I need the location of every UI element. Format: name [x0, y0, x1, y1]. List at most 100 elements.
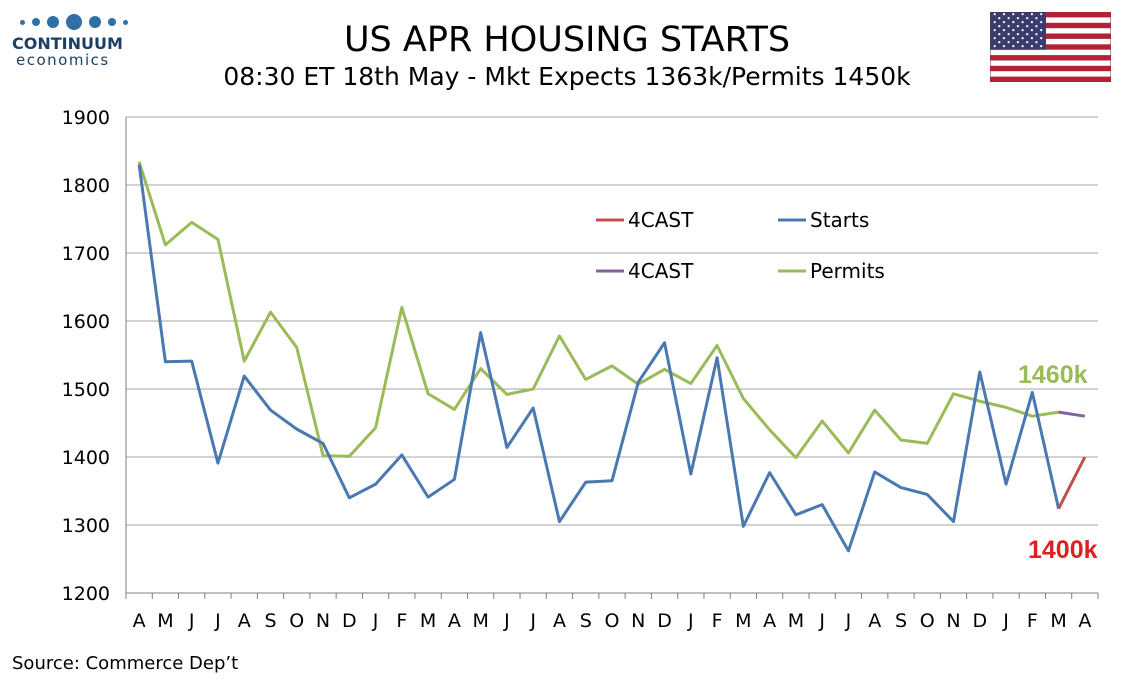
flag-star — [1007, 17, 1010, 20]
legend-label: Starts — [810, 208, 869, 232]
flag-star — [1035, 25, 1038, 28]
x-tick-label: J — [188, 610, 195, 632]
callout-label: 1400k — [1028, 536, 1098, 564]
flag-star — [1040, 21, 1043, 24]
x-tick-label: O — [289, 610, 304, 632]
flag-star — [1030, 45, 1033, 48]
x-tick-label: F — [712, 610, 723, 632]
x-tick-label: J — [214, 610, 221, 632]
flag-star — [1002, 13, 1006, 16]
y-tick-label: 1200 — [62, 583, 110, 605]
flag-star — [1021, 45, 1024, 48]
legend-label: Permits — [810, 259, 885, 283]
x-tick-label: S — [895, 610, 907, 632]
flag-star — [1035, 17, 1038, 20]
x-tick-label: M — [420, 610, 436, 632]
flag-star — [1026, 41, 1029, 44]
x-tick-label: A — [133, 610, 146, 632]
legend-label: 4CAST — [628, 208, 694, 232]
x-tick-label: J — [503, 610, 510, 632]
us-flag-icon — [990, 12, 1111, 82]
logo-dots-icon — [20, 14, 132, 30]
x-tick-label: A — [238, 610, 251, 632]
x-tick-label: A — [1078, 610, 1091, 632]
x-tick-label: D — [657, 610, 672, 632]
flag-star — [1030, 29, 1033, 32]
x-tick-label: F — [396, 610, 407, 632]
series-line-starts-0 — [137, 164, 1061, 553]
continuum-logo: CONTINUUM economics — [12, 14, 132, 69]
x-tick-label: J — [818, 610, 825, 632]
flag-star — [1007, 41, 1010, 44]
callout-label: 1460k — [1018, 361, 1088, 389]
source-note: Source: Commerce Dep’t — [12, 653, 239, 674]
flag-star — [1035, 41, 1038, 44]
flag-star — [1012, 45, 1015, 48]
x-tick-label: D — [972, 610, 987, 632]
x-tick-label: A — [868, 610, 881, 632]
x-tick-label: A — [553, 610, 566, 632]
y-tick-label: 1900 — [62, 107, 110, 129]
y-tick-label: 1300 — [62, 515, 110, 537]
flag-star — [1026, 25, 1029, 28]
flag-star — [1040, 13, 1043, 16]
x-tick-label: M — [1050, 610, 1066, 632]
flag-star — [1021, 37, 1024, 40]
y-tick-label: 1500 — [62, 379, 110, 401]
series-line-permits-1 — [137, 161, 1059, 460]
flag-star — [1012, 37, 1015, 40]
x-tick-label: J — [687, 610, 694, 632]
x-tick-label: M — [157, 610, 173, 632]
x-tick-label: O — [920, 610, 935, 632]
x-tick-label: N — [946, 610, 960, 632]
x-tick-label: M — [788, 610, 804, 632]
x-tick-label: O — [605, 610, 620, 632]
series-lines — [137, 161, 1087, 553]
flag-star — [1007, 33, 1010, 36]
flag-star — [1002, 21, 1006, 24]
flag-star — [1030, 13, 1033, 16]
flag-star — [993, 45, 996, 48]
y-tick-label: 1700 — [62, 243, 110, 265]
flag-star — [1016, 33, 1019, 36]
y-tick-label: 1400 — [62, 447, 110, 469]
annotations: 1460k 1400k — [1018, 361, 1098, 564]
y-tick-label: 1600 — [62, 311, 110, 333]
flag-star — [998, 33, 1001, 36]
legend-label: 4CAST — [628, 259, 694, 283]
series-line-4cast-2 — [1057, 456, 1087, 510]
flag-star — [1007, 25, 1010, 28]
flag-star — [993, 37, 996, 40]
flag-star — [993, 29, 996, 32]
flag-star — [1016, 17, 1019, 20]
x-tick-label: S — [264, 610, 276, 632]
flag-star — [1040, 37, 1043, 40]
flag-star — [1021, 13, 1024, 16]
x-tick-label: M — [472, 610, 488, 632]
x-tick-label: J — [529, 610, 536, 632]
logo-sub: economics — [16, 51, 110, 69]
x-tick-label: A — [448, 610, 461, 632]
x-tick-label: J — [1002, 610, 1009, 632]
flag-star — [1016, 25, 1019, 28]
x-tick-label: J — [372, 610, 379, 632]
flag-star — [1002, 45, 1006, 48]
legend: 4CAST Starts 4CAST Permits — [596, 208, 885, 283]
flag-star — [1040, 29, 1043, 32]
chart-title: US APR HOUSING STARTS — [343, 20, 791, 60]
x-tick-label: J — [845, 610, 852, 632]
x-tick-label: N — [316, 610, 330, 632]
flag-star — [1012, 21, 1015, 24]
flag-star — [1026, 33, 1029, 36]
flag-star — [1021, 21, 1024, 24]
flag-star — [1030, 21, 1033, 24]
flag-star — [998, 25, 1001, 28]
flag-star — [1021, 29, 1024, 32]
x-tick-label: A — [763, 610, 776, 632]
x-tick-label: S — [580, 610, 592, 632]
flag-star — [1002, 29, 1006, 32]
x-tick-label: F — [1027, 610, 1038, 632]
flag-star — [993, 21, 996, 24]
